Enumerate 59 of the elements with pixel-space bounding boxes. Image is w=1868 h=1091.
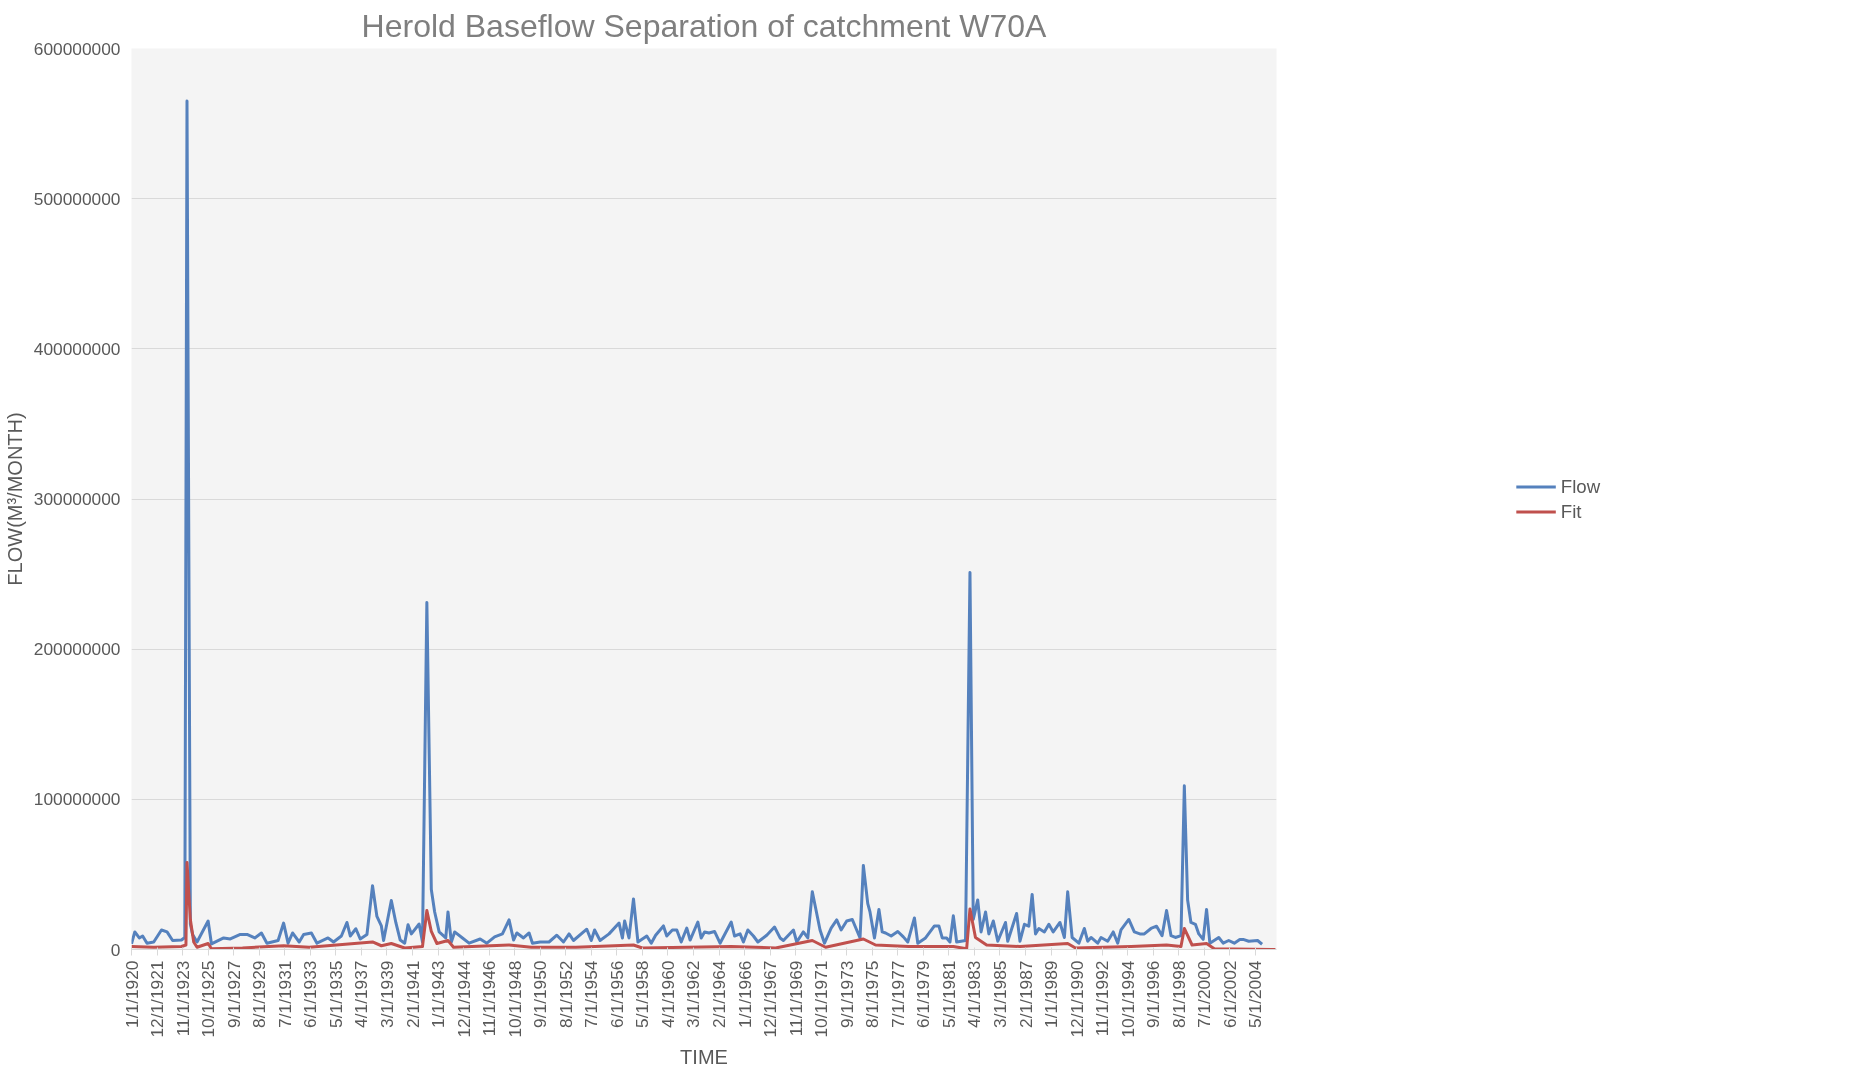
x-tick-label: 1/1/1989 [1041,960,1062,1028]
x-tick-label: 2/1/1941 [402,960,423,1028]
line-series [131,860,1277,950]
x-tick-label: 1/1/1920 [121,960,142,1028]
legend-label: Fit [1560,500,1582,522]
x-tick-label: 7/1/1931 [274,960,295,1028]
x-tick-label: 12/1/1990 [1066,960,1087,1038]
x-tick-label: 11/1/1946 [479,960,500,1037]
legend-label: Flow [1560,475,1601,497]
y-axis-title: FLOW(M³/MONTH) [3,412,26,586]
x-tick-label: 9/1/1973 [836,960,857,1028]
y-tick-label: 500000000 [33,188,121,209]
x-axis-title: TIME [680,1045,728,1068]
x-tick-label: 9/1/1950 [530,960,551,1028]
y-tick-label: 600000000 [33,38,121,59]
x-tick-label: 2/1/1964 [709,960,730,1028]
x-tick-label: 1/1/1943 [428,960,449,1028]
x-tick-label: 3/1/1962 [683,960,704,1028]
x-tick-label: 10/1/1971 [811,960,832,1038]
x-tick-label: 4/1/1937 [351,960,372,1028]
y-tick-label: 200000000 [33,639,121,660]
x-tick-label: 11/1/1923 [172,960,193,1037]
x-tick-label: 5/1/1935 [325,960,346,1028]
x-tick-label: 12/1/1944 [453,960,474,1038]
x-tick-label: 6/1/2002 [1219,960,1240,1028]
x-tick-label: 5/1/1981 [938,960,959,1028]
x-tick-label: 8/1/1998 [1168,960,1189,1028]
x-tick-label: 6/1/1933 [300,960,321,1028]
x-tick-label: 7/1/2000 [1194,960,1215,1028]
x-tick-label: 7/1/1977 [887,960,908,1028]
y-tick-label: 400000000 [33,338,121,359]
x-tick-label: 10/1/1925 [198,960,219,1038]
line-series [131,99,1264,946]
x-tick-label: 4/1/1960 [657,960,678,1028]
x-tick-label: 10/1/1948 [504,960,525,1038]
x-tick-label: 11/1/1992 [1092,960,1113,1037]
x-tick-label: 8/1/1975 [862,960,883,1028]
y-tick-label: 0 [110,939,121,960]
x-tick-label: 8/1/1952 [555,960,576,1028]
x-tick-label: 9/1/1996 [1143,960,1164,1028]
y-tick-label: 100000000 [33,789,121,810]
y-tick-label: 300000000 [33,489,121,509]
x-tick-label: 3/1/1939 [376,960,397,1028]
x-tick-label: 12/1/1921 [147,960,168,1038]
x-tick-label: 10/1/1994 [1117,960,1138,1038]
x-tick-label: 6/1/1956 [606,960,627,1028]
x-tick-label: 9/1/1927 [223,960,244,1028]
x-tick-label: 1/1/1966 [734,960,755,1028]
x-tick-label: 2/1/1987 [1015,960,1036,1028]
x-tick-label: 4/1/1983 [964,960,985,1028]
x-tick-label: 6/1/1979 [913,960,934,1028]
x-tick-label: 8/1/1929 [249,960,270,1028]
x-tick-label: 5/1/2004 [1245,960,1266,1028]
x-tick-label: 3/1/1985 [989,960,1010,1028]
x-tick-label: 7/1/1954 [581,960,602,1028]
x-tick-label: 12/1/1967 [760,960,781,1038]
x-tick-label: 5/1/1958 [632,960,653,1028]
x-tick-label: 11/1/1969 [785,960,806,1037]
chart-title: Herold Baseflow Separation of catchment W70A [361,7,1048,44]
